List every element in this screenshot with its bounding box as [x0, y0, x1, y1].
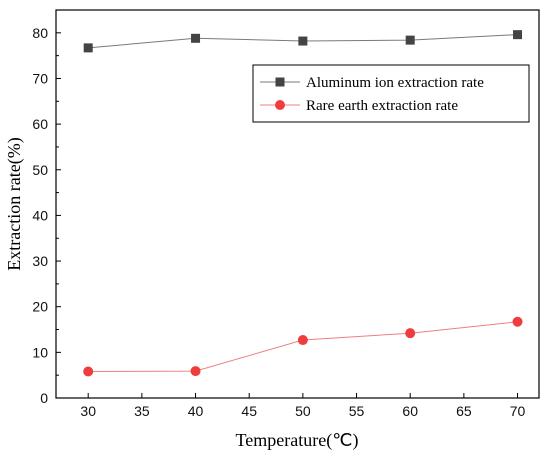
x-tick-label-60: 60	[402, 403, 418, 419]
data-point-aluminum-ion-extraction-rate-40	[191, 33, 201, 43]
legend-box	[252, 64, 530, 123]
x-axis-title: Temperature(℃)	[236, 430, 359, 451]
data-point-rare-earth-extraction-rate-70	[512, 316, 523, 327]
y-tick-label-0: 0	[40, 390, 48, 406]
x-tick-label-35: 35	[134, 403, 150, 419]
axes-layer: 30 35 40 45 50 55 60 65 70 0 10 20 30 40 50 60 70 80	[32, 9, 526, 419]
y-tick-label-60: 60	[32, 116, 48, 132]
legend-marker-aluminum-ion-extraction-rate	[275, 77, 285, 87]
y-tick-label-80: 80	[32, 25, 48, 41]
legend-marker-rare-earth-extraction-rate	[275, 100, 285, 110]
x-tick-label-40: 40	[188, 403, 204, 419]
data-point-rare-earth-extraction-rate-40	[190, 366, 201, 377]
series-layer	[83, 30, 523, 377]
y-axis-title: Extraction rate(%)	[4, 137, 25, 270]
data-point-aluminum-ion-extraction-rate-60	[405, 35, 415, 45]
series-line-rare-earth-extraction-rate	[88, 321, 518, 372]
data-point-aluminum-ion-extraction-rate-50	[298, 36, 308, 46]
y-tick-label-50: 50	[32, 162, 48, 178]
x-tick-label-55: 55	[349, 403, 365, 419]
x-tick-label-70: 70	[510, 403, 526, 419]
plot-frame	[55, 9, 540, 399]
legend: Aluminum ion extraction rate Rare earth e…	[252, 64, 530, 123]
data-point-rare-earth-extraction-rate-50	[297, 335, 308, 346]
data-point-aluminum-ion-extraction-rate-30	[83, 43, 93, 53]
data-point-rare-earth-extraction-rate-60	[405, 328, 416, 339]
y-tick-label-20: 20	[32, 299, 48, 315]
y-tick-label-10: 10	[32, 344, 48, 360]
y-tick-label-30: 30	[32, 253, 48, 269]
x-tick-label-30: 30	[80, 403, 96, 419]
y-tick-label-70: 70	[32, 70, 48, 86]
data-point-rare-earth-extraction-rate-30	[83, 366, 94, 377]
x-tick-label-65: 65	[456, 403, 472, 419]
data-point-aluminum-ion-extraction-rate-70	[513, 30, 523, 40]
x-tick-label-50: 50	[295, 403, 311, 419]
x-tick-label-45: 45	[241, 403, 257, 419]
y-tick-label-40: 40	[32, 207, 48, 223]
legend-label-aluminum-ion-extraction-rate: Aluminum ion extraction rate	[306, 75, 484, 91]
legend-label-rare-earth-extraction-rate: Rare earth extraction rate	[306, 98, 458, 114]
